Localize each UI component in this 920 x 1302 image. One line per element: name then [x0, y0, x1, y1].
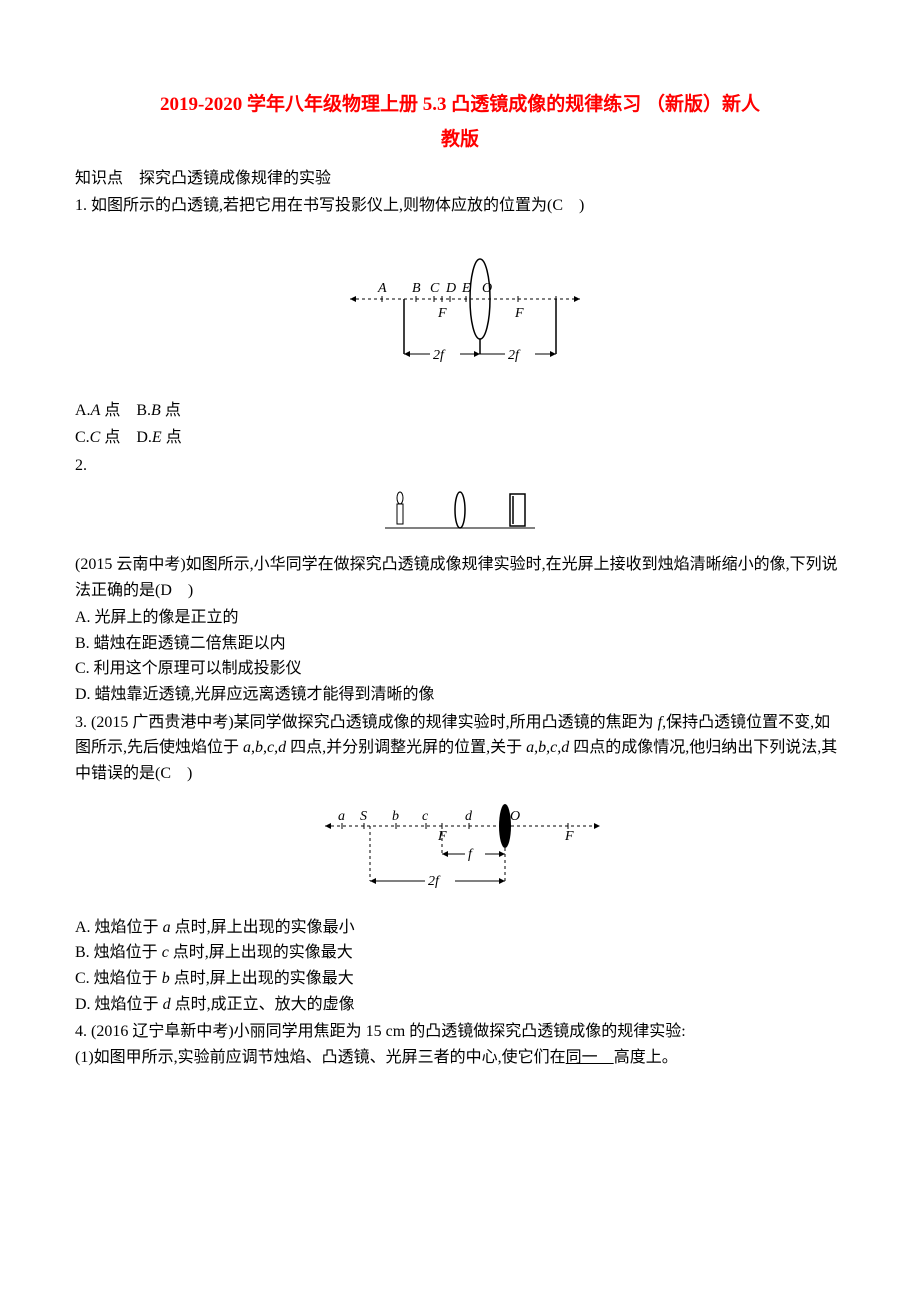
- q2-number: 2.: [75, 453, 845, 479]
- svg-text:2f: 2f: [508, 348, 521, 363]
- q3-stem-b: b: [255, 739, 263, 756]
- q3-opt-b-p1: B. 烛焰位于: [75, 944, 162, 961]
- knowledge-point: 知识点 探究凸透镜成像规律的实验: [75, 166, 845, 192]
- svg-text:d: d: [465, 809, 473, 824]
- svg-text:C: C: [430, 281, 440, 296]
- svg-text:2f: 2f: [428, 874, 441, 889]
- q1-opt-b-val: B: [151, 402, 161, 419]
- q2-opt-a: A. 光屏上的像是正立的: [75, 605, 845, 631]
- q3-opt-d-val: d: [163, 996, 171, 1013]
- svg-text:D: D: [445, 281, 456, 296]
- q3-opt-b-val: c: [162, 944, 169, 961]
- q3-opt-d-p1: D. 烛焰位于: [75, 996, 163, 1013]
- svg-text:S: S: [360, 809, 367, 824]
- q3-opt-d-p2: 点时,成正立、放大的虚像: [171, 996, 355, 1013]
- q2-options: A. 光屏上的像是正立的 B. 蜡烛在距透镜二倍焦距以内 C. 利用这个原理可以…: [75, 605, 845, 707]
- q1-option-line2: C.C 点 D.E 点: [75, 425, 845, 451]
- q1-opt-b-suffix: 点: [161, 402, 181, 419]
- q2-opt-c: C. 利用这个原理可以制成投影仪: [75, 656, 845, 682]
- q1-opt-d-val: E: [152, 429, 162, 446]
- question-2: 2. (2015 云南中考)如图所示,小华同学在做探究凸透镜成像规律实验时,在光…: [75, 453, 845, 708]
- svg-text:F: F: [437, 829, 447, 844]
- document-title-line2: 教版: [75, 125, 845, 155]
- svg-text:F: F: [564, 829, 574, 844]
- svg-text:b: b: [392, 809, 399, 824]
- document-title-line1: 2019-2020 学年八年级物理上册 5.3 凸透镜成像的规律练习 （新版）新…: [75, 90, 845, 120]
- svg-text:c: c: [422, 809, 429, 824]
- q1-option-line1: A.A 点 B.B 点: [75, 398, 845, 424]
- q1-opt-c-prefix: C.: [75, 429, 90, 446]
- q4-stem: 4. (2016 辽宁阜新中考)小丽同学用焦距为 15 cm 的凸透镜做探究凸透…: [75, 1019, 845, 1045]
- q3-opt-a-p2: 点时,屏上出现的实像最小: [171, 919, 355, 936]
- q4-sub1-p2: 高度上。: [614, 1049, 678, 1066]
- q1-opt-d-suffix: 点: [162, 429, 182, 446]
- svg-text:E: E: [461, 281, 471, 296]
- q3-opt-b-p2: 点时,屏上出现的实像最大: [169, 944, 353, 961]
- q1-opt-c-suffix: 点: [100, 429, 120, 446]
- q3-stem-a: a: [243, 739, 251, 756]
- q2-opt-b: B. 蜡烛在距透镜二倍焦距以内: [75, 631, 845, 657]
- q1-opt-a-suffix: 点: [100, 402, 120, 419]
- svg-text:O: O: [482, 281, 492, 296]
- q3-stem: 3. (2015 广西贵港中考)某同学做探究凸透镜成像的规律实验时,所用凸透镜的…: [75, 710, 845, 787]
- q3-opt-d: D. 烛焰位于 d 点时,成正立、放大的虚像: [75, 992, 845, 1018]
- svg-text:2f: 2f: [433, 348, 446, 363]
- svg-text:A: A: [377, 281, 387, 296]
- q3-stem-p1: 3. (2015 广西贵港中考)某同学做探究凸透镜成像的规律实验时,所用凸透镜的…: [75, 714, 658, 731]
- q1-opt-c-val: C: [90, 429, 101, 446]
- q3-opt-c-p2: 点时,屏上出现的实像最大: [170, 970, 354, 987]
- q3-opt-a-val: a: [163, 919, 171, 936]
- svg-text:F: F: [437, 306, 447, 321]
- svg-text:B: B: [412, 281, 421, 296]
- svg-text:O: O: [510, 809, 520, 824]
- q3-opt-a-p1: A. 烛焰位于: [75, 919, 163, 936]
- q1-opt-b-prefix: B.: [120, 402, 151, 419]
- svg-text:F: F: [514, 306, 524, 321]
- q2-stem: (2015 云南中考)如图所示,小华同学在做探究凸透镜成像规律实验时,在光屏上接…: [75, 552, 845, 603]
- q1-stem: 1. 如图所示的凸透镜,若把它用在书写投影仪上,则物体应放的位置为(C ): [75, 193, 845, 219]
- q3-diagram: a S b c d O F F f: [75, 796, 845, 905]
- q1-opt-d-prefix: D.: [120, 429, 152, 446]
- question-1: 1. 如图所示的凸透镜,若把它用在书写投影仪上,则物体应放的位置为(C ) A …: [75, 193, 845, 450]
- q2-diagram: [75, 488, 845, 542]
- q2-opt-d: D. 蜡烛靠近透镜,光屏应远离透镜才能得到清晰的像: [75, 682, 845, 708]
- svg-text:a: a: [338, 809, 345, 824]
- q3-opt-c-val: b: [162, 970, 170, 987]
- q4-sub1-underline: 同一: [566, 1049, 614, 1066]
- q3-opt-a: A. 烛焰位于 a 点时,屏上出现的实像最小: [75, 915, 845, 941]
- q3-opt-c-p1: C. 烛焰位于: [75, 970, 162, 987]
- question-3: 3. (2015 广西贵港中考)某同学做探究凸透镜成像的规律实验时,所用凸透镜的…: [75, 710, 845, 1018]
- q4-sub1: (1)如图甲所示,实验前应调节烛焰、凸透镜、光屏三者的中心,使它们在同一 高度上…: [75, 1045, 845, 1071]
- q3-opt-b: B. 烛焰位于 c 点时,屏上出现的实像最大: [75, 940, 845, 966]
- q3-stem-p3: 四点,并分别调整光屏的位置,关于: [286, 739, 526, 756]
- q1-opt-a-val: A: [91, 402, 101, 419]
- question-4: 4. (2016 辽宁阜新中考)小丽同学用焦距为 15 cm 的凸透镜做探究凸透…: [75, 1019, 845, 1070]
- svg-text:f: f: [468, 847, 474, 862]
- q1-options: A.A 点 B.B 点 C.C 点 D.E 点: [75, 398, 845, 451]
- q3-options: A. 烛焰位于 a 点时,屏上出现的实像最小 B. 烛焰位于 c 点时,屏上出现…: [75, 915, 845, 1017]
- q4-sub1-p1: (1)如图甲所示,实验前应调节烛焰、凸透镜、光屏三者的中心,使它们在: [75, 1049, 566, 1066]
- q1-diagram: A B C D E O F F 2f: [75, 229, 845, 388]
- q3-opt-c: C. 烛焰位于 b 点时,屏上出现的实像最大: [75, 966, 845, 992]
- q3-stem-a2: a: [526, 739, 534, 756]
- q1-opt-a-prefix: A.: [75, 402, 91, 419]
- q3-stem-b2: b: [538, 739, 546, 756]
- q3-stem-d: d: [278, 739, 286, 756]
